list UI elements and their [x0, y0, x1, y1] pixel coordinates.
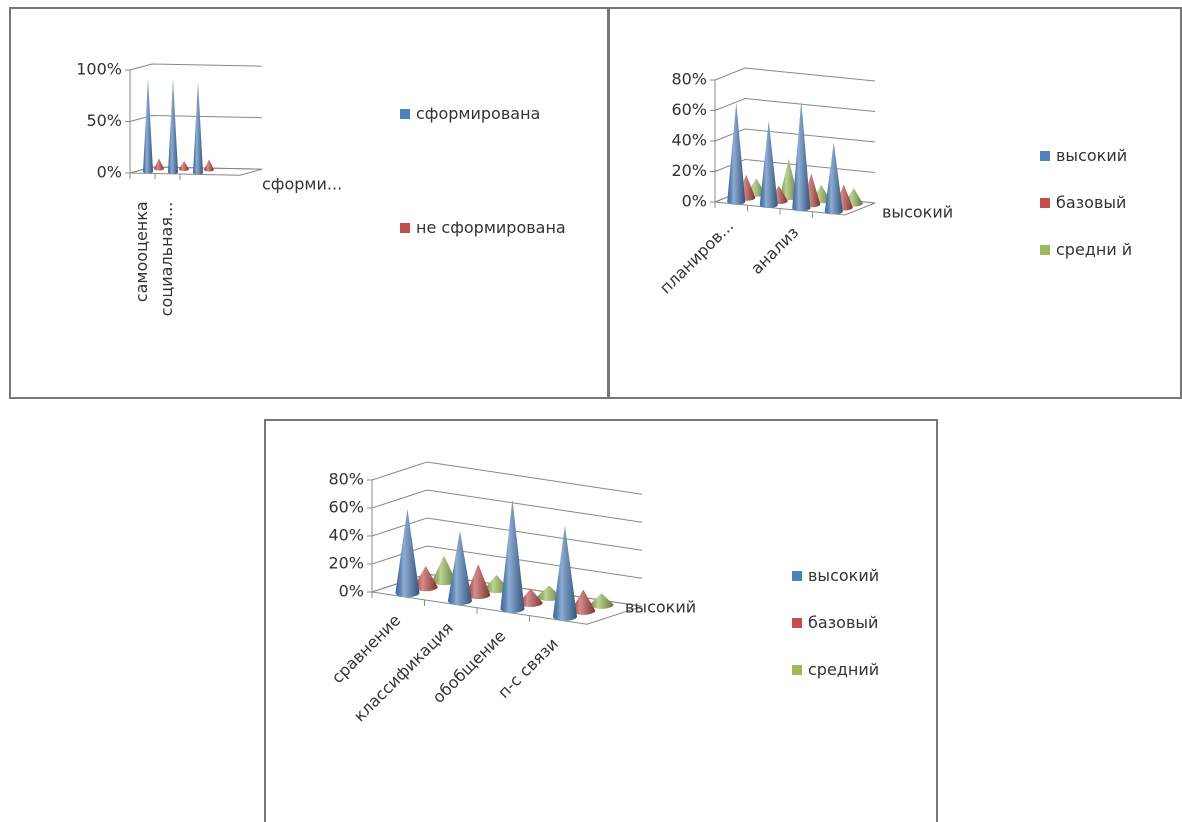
y-tick-label: 80% [328, 470, 364, 489]
cone-shade [143, 79, 153, 174]
legend-label: базовый [808, 613, 879, 632]
legend-item: базовый [1040, 189, 1180, 217]
legend-item: высокий [792, 562, 932, 590]
depth-label: высокий [625, 598, 696, 617]
legend-swatch [792, 665, 802, 675]
y-tick-label: 40% [328, 526, 364, 545]
x-tick-label: планиров... [656, 216, 737, 297]
chart-frame [608, 7, 1182, 399]
legend-item: базовый [792, 609, 932, 637]
legend-item: не сформирована [400, 214, 580, 242]
cone-shade [447, 530, 472, 606]
legend-label: базовый [1056, 193, 1127, 212]
cone-shade [154, 158, 164, 171]
cone-shade [779, 158, 798, 201]
legend-item: средний [792, 656, 932, 684]
cone-shade [466, 564, 491, 600]
chart-frame [264, 419, 938, 822]
legend-swatch [400, 223, 410, 233]
grid-line [714, 97, 876, 112]
depth-label: высокий [882, 203, 953, 222]
cone-shade [727, 102, 746, 205]
grid-line [714, 128, 876, 143]
y-tick-label: 60% [671, 100, 707, 119]
cone-shade [432, 555, 457, 586]
legend-swatch [792, 571, 802, 581]
y-tick-label: 60% [328, 498, 364, 517]
grid-line [714, 67, 876, 82]
cone-shade [193, 82, 203, 175]
depth-label: сформи... [262, 175, 342, 194]
y-tick-label: 40% [671, 131, 707, 150]
legend-swatch [1040, 198, 1050, 208]
grid-line [371, 461, 643, 495]
cone-shade [395, 508, 420, 598]
legend-swatch [1040, 151, 1050, 161]
y-tick-label: 80% [671, 70, 707, 89]
grid-line [129, 114, 263, 122]
cone-shade [824, 142, 843, 215]
grid-line [371, 489, 643, 523]
x-tick-label: самооценка [132, 201, 151, 302]
legend-swatch [400, 109, 410, 119]
y-tick-label: 0% [97, 163, 122, 182]
legend-label: не сформирована [416, 218, 566, 237]
y-tick-label: 0% [339, 582, 364, 601]
cone-shade [571, 589, 596, 615]
legend-item: сформирована [400, 100, 580, 128]
cone-shade [179, 161, 189, 171]
legend-label: средни й [1056, 240, 1133, 259]
legend-label: сформирована [416, 104, 541, 123]
grid-line [371, 517, 643, 551]
y-tick-label: 20% [671, 161, 707, 180]
cone-shade [759, 121, 778, 209]
cone-shade [413, 565, 438, 592]
legend-item: высокий [1040, 142, 1180, 170]
y-tick-label: 0% [682, 192, 707, 211]
y-tick-label: 100% [76, 60, 122, 79]
legend-swatch [792, 618, 802, 628]
legend-item: средни й [1040, 236, 1180, 264]
y-tick-label: 20% [328, 554, 364, 573]
cone-shade [204, 159, 214, 172]
cone-shade [484, 574, 509, 594]
x-tick-label: социальная... [157, 202, 176, 316]
cone-shade [552, 525, 577, 621]
x-tick-label: анализ [747, 223, 802, 278]
cone-shade [168, 79, 178, 174]
grid-line [129, 63, 263, 71]
cone-shade [589, 593, 614, 609]
cone-shade [500, 499, 525, 613]
y-tick-label: 50% [86, 111, 122, 130]
cone-shade [792, 101, 811, 212]
cone-shade [518, 588, 543, 607]
legend-swatch [1040, 245, 1050, 255]
cone-shade [537, 585, 562, 601]
legend-label: высокий [808, 566, 880, 585]
legend-label: высокий [1056, 146, 1128, 165]
legend-label: средний [808, 660, 880, 679]
